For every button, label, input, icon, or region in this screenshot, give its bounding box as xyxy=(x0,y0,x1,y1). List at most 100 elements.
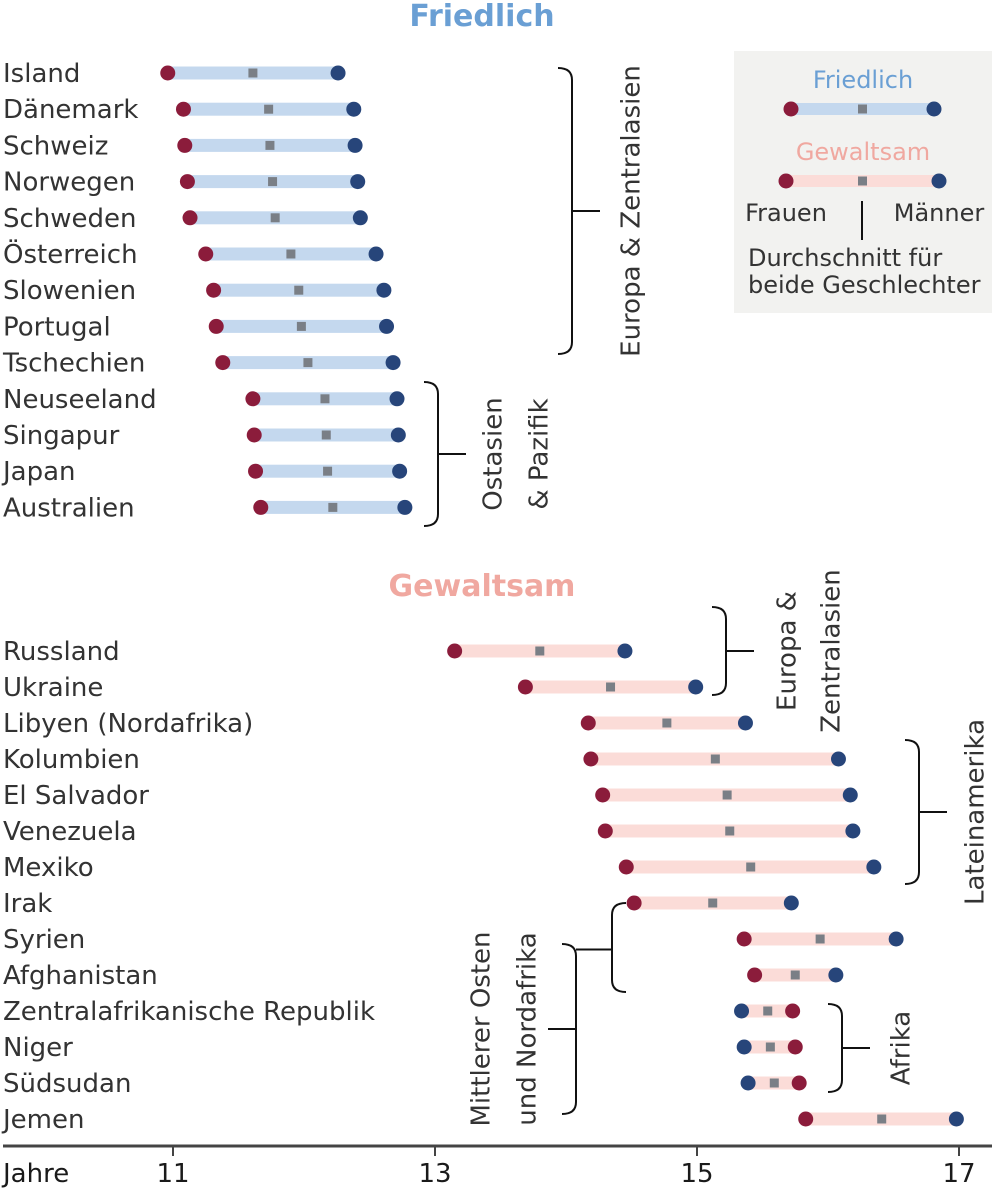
men-dot xyxy=(734,1003,750,1019)
region-bracket: Lateinamerika xyxy=(904,719,991,905)
women-dot xyxy=(206,282,222,298)
region-label: & Pazifik xyxy=(525,398,555,509)
bracket-line xyxy=(557,67,573,355)
women-dot xyxy=(798,1111,814,1127)
women-dot xyxy=(215,355,231,371)
bracket-line xyxy=(711,606,727,696)
country-label: Slowenien xyxy=(3,276,136,306)
data-row: Libyen (Nordafrika) xyxy=(3,709,753,739)
data-row: Venezuela xyxy=(3,817,861,847)
average-marker xyxy=(323,466,333,476)
men-dot xyxy=(830,751,846,767)
average-marker xyxy=(722,790,732,800)
men-dot xyxy=(845,823,861,839)
women-dot xyxy=(177,137,193,153)
average-marker xyxy=(708,898,718,908)
women-dot xyxy=(160,65,176,81)
region-label: Europa & Zentralasien xyxy=(617,65,647,357)
women-dot xyxy=(580,715,596,731)
data-row: Ukraine xyxy=(3,673,704,703)
country-label: Mexiko xyxy=(3,853,94,883)
data-row: Jemen xyxy=(1,1105,964,1135)
data-row: Japan xyxy=(1,457,408,487)
data-row: Irak xyxy=(3,889,799,919)
data-row: Niger xyxy=(3,1033,803,1063)
average-marker xyxy=(248,68,258,78)
region-label: und Nordafrika xyxy=(513,932,543,1125)
men-dot xyxy=(346,101,362,117)
men-dot xyxy=(350,174,366,190)
men-dot xyxy=(368,246,384,262)
legend-avg-label: Durchschnitt für xyxy=(748,244,942,272)
legend-violent-title: Gewaltsam xyxy=(796,138,930,166)
men-dot xyxy=(888,931,904,947)
women-dot xyxy=(198,246,214,262)
data-row: Syrien xyxy=(3,925,904,955)
legend-violent-men-dot xyxy=(931,173,947,189)
country-label: Libyen (Nordafrika) xyxy=(3,709,253,739)
men-dot xyxy=(736,1039,752,1055)
x-tick-label: 13 xyxy=(418,1159,451,1189)
country-label: El Salvador xyxy=(3,781,149,811)
data-row: Australien xyxy=(3,493,413,523)
data-row: Mexiko xyxy=(3,853,882,883)
average-marker xyxy=(268,177,278,187)
data-row: Südsudan xyxy=(3,1069,807,1099)
data-row: Kolumbien xyxy=(3,745,846,775)
women-dot xyxy=(583,751,599,767)
average-marker xyxy=(769,1078,779,1088)
bracket-line xyxy=(904,739,920,885)
bracket-line-inner xyxy=(611,902,627,993)
average-marker xyxy=(877,1114,887,1124)
men-dot xyxy=(828,967,844,983)
women-dot xyxy=(246,427,262,443)
legend-violent-women-dot xyxy=(778,173,794,189)
legend-avg-label: beide Geschlechter xyxy=(748,271,981,299)
country-label: Island xyxy=(3,59,80,89)
data-row: Russland xyxy=(3,637,633,667)
country-label: Portugal xyxy=(3,312,111,342)
average-marker xyxy=(320,394,330,404)
data-row: Schweden xyxy=(3,204,368,234)
average-marker xyxy=(606,682,616,692)
women-dot xyxy=(595,787,611,803)
average-marker xyxy=(265,140,275,150)
data-row: Afghanistan xyxy=(3,961,844,991)
women-dot xyxy=(182,210,198,226)
country-label: Venezuela xyxy=(3,817,137,847)
women-dot xyxy=(787,1039,803,1055)
men-dot xyxy=(688,679,704,695)
men-dot xyxy=(866,859,882,875)
men-dot xyxy=(385,355,401,371)
section-title-peaceful: Friedlich xyxy=(409,0,554,34)
country-label: Syrien xyxy=(3,925,85,955)
region-bracket: Ostasien & Pazifik xyxy=(423,381,555,527)
data-row: Österreich xyxy=(3,238,384,270)
legend-violent-avg xyxy=(858,176,867,186)
legend-women-label: Frauen xyxy=(745,199,827,227)
x-tick-label: 17 xyxy=(942,1159,975,1189)
average-marker xyxy=(725,826,735,836)
women-dot xyxy=(208,318,224,334)
region-label: Mittlerer Osten xyxy=(467,931,497,1126)
legend-peaceful-women-dot xyxy=(783,101,799,117)
women-dot xyxy=(245,391,261,407)
country-label: Schweiz xyxy=(3,131,108,161)
average-marker xyxy=(763,1006,773,1016)
men-dot xyxy=(389,391,405,407)
average-marker xyxy=(328,502,338,512)
women-dot xyxy=(791,1075,807,1091)
country-label: Kolumbien xyxy=(3,745,140,775)
legend-peaceful-avg xyxy=(858,104,867,114)
average-marker xyxy=(294,285,304,295)
men-dot xyxy=(740,1075,756,1091)
average-marker xyxy=(710,754,720,764)
average-marker xyxy=(790,970,800,980)
average-marker xyxy=(296,321,306,331)
country-label: Zentralafrikanische Republik xyxy=(3,997,375,1027)
men-dot xyxy=(842,787,858,803)
average-marker xyxy=(264,104,274,114)
women-dot xyxy=(618,859,634,875)
region-label: Ostasien xyxy=(479,397,509,510)
